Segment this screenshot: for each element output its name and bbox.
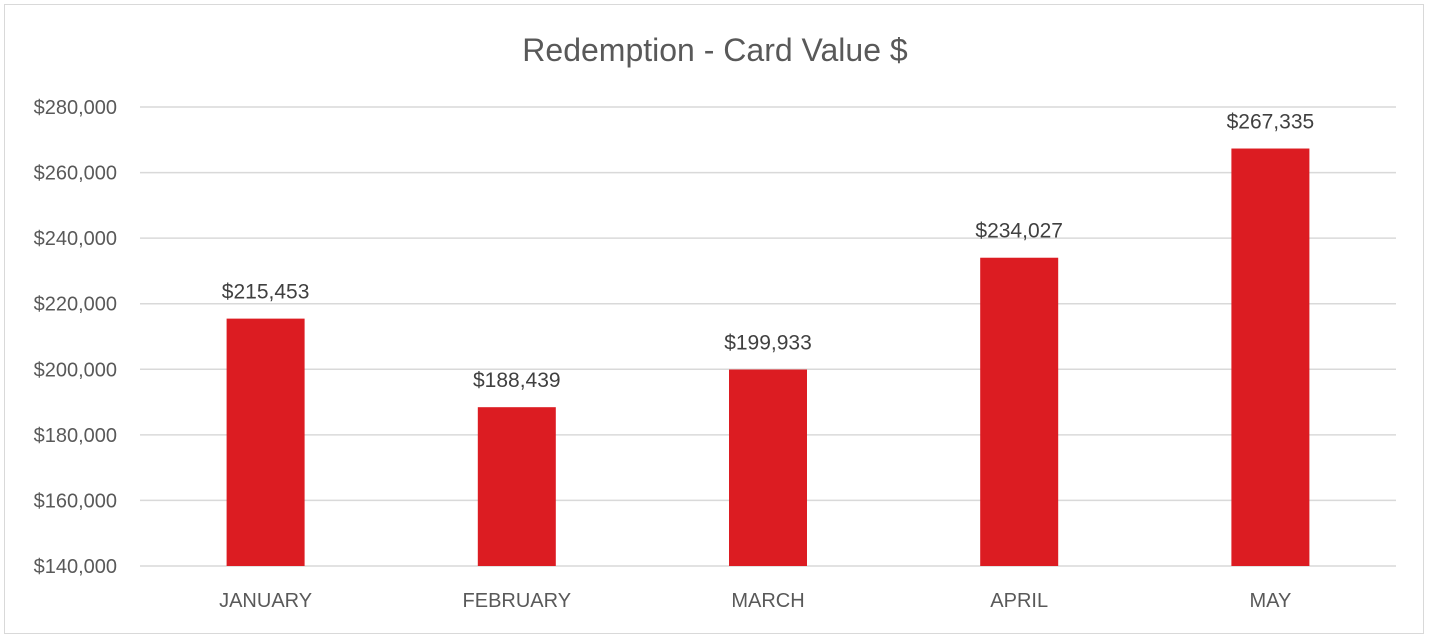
y-tick-label: $140,000: [34, 556, 117, 578]
data-label-may: $267,335: [1227, 111, 1315, 134]
data-labels: $215,453 $188,439 $199,933 $234,027 $267,335: [222, 111, 1314, 393]
y-tick-label: $280,000: [34, 97, 117, 119]
data-label-april: $234,027: [975, 220, 1063, 243]
y-tick-label: $220,000: [34, 294, 117, 316]
data-label-january: $215,453: [222, 281, 310, 304]
gridlines: [140, 106, 1396, 567]
data-label-march: $199,933: [724, 332, 812, 355]
category-label-february: FEBRUARY: [463, 590, 572, 612]
y-tick-label: $260,000: [34, 163, 117, 185]
category-label-april: APRIL: [990, 590, 1048, 612]
category-label-january: JANUARY: [219, 590, 312, 612]
chart-title: Redemption - Card Value $: [522, 32, 908, 68]
bars: [226, 148, 1310, 566]
bar-january: [226, 318, 305, 566]
y-axis-ticks: $140,000 $160,000 $180,000 $200,000 $220,000…: [34, 97, 117, 578]
bar-april: [980, 257, 1059, 566]
y-tick-label: $160,000: [34, 490, 117, 512]
y-tick-label: $200,000: [34, 359, 117, 381]
category-label-march: MARCH: [731, 590, 804, 612]
y-tick-label: $180,000: [34, 425, 117, 447]
bar-may: [1231, 148, 1310, 566]
category-label-may: MAY: [1249, 590, 1291, 612]
data-label-february: $188,439: [473, 369, 561, 392]
bar-march: [729, 369, 807, 566]
y-tick-label: $240,000: [34, 228, 117, 250]
x-axis-categories: JANUARY FEBRUARY MARCH APRIL MAY: [219, 590, 1291, 612]
bar-february: [477, 407, 556, 566]
